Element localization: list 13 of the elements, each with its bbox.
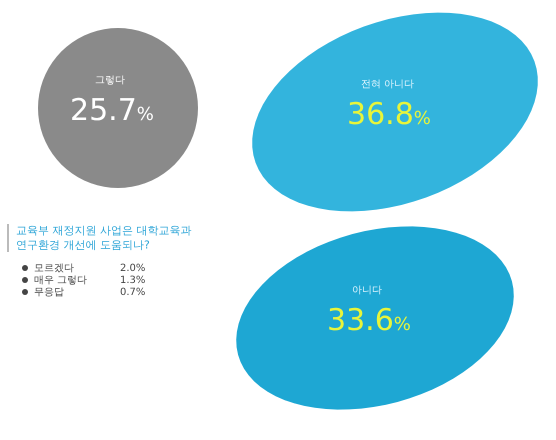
category-label: 전혀 아니다: [361, 79, 414, 90]
data-label: 25.7%: [70, 93, 154, 128]
text: 교육부 재정지원 사업은 대학교육과 연구환경 개선에 도움되나?: [16, 224, 192, 252]
text: 무응답: [34, 287, 64, 298]
text: 2.0%: [120, 263, 146, 274]
category-label: 그렇다: [95, 75, 125, 86]
text: 매우 그렇다: [34, 275, 88, 286]
text: 모르겠다: [34, 263, 74, 274]
text: 1.3%: [120, 275, 146, 286]
data-label: 33.6%: [327, 303, 411, 338]
text: 0.7%: [120, 287, 146, 298]
data-label: 36.8%: [347, 97, 431, 132]
category-label: 아니다: [352, 285, 382, 296]
